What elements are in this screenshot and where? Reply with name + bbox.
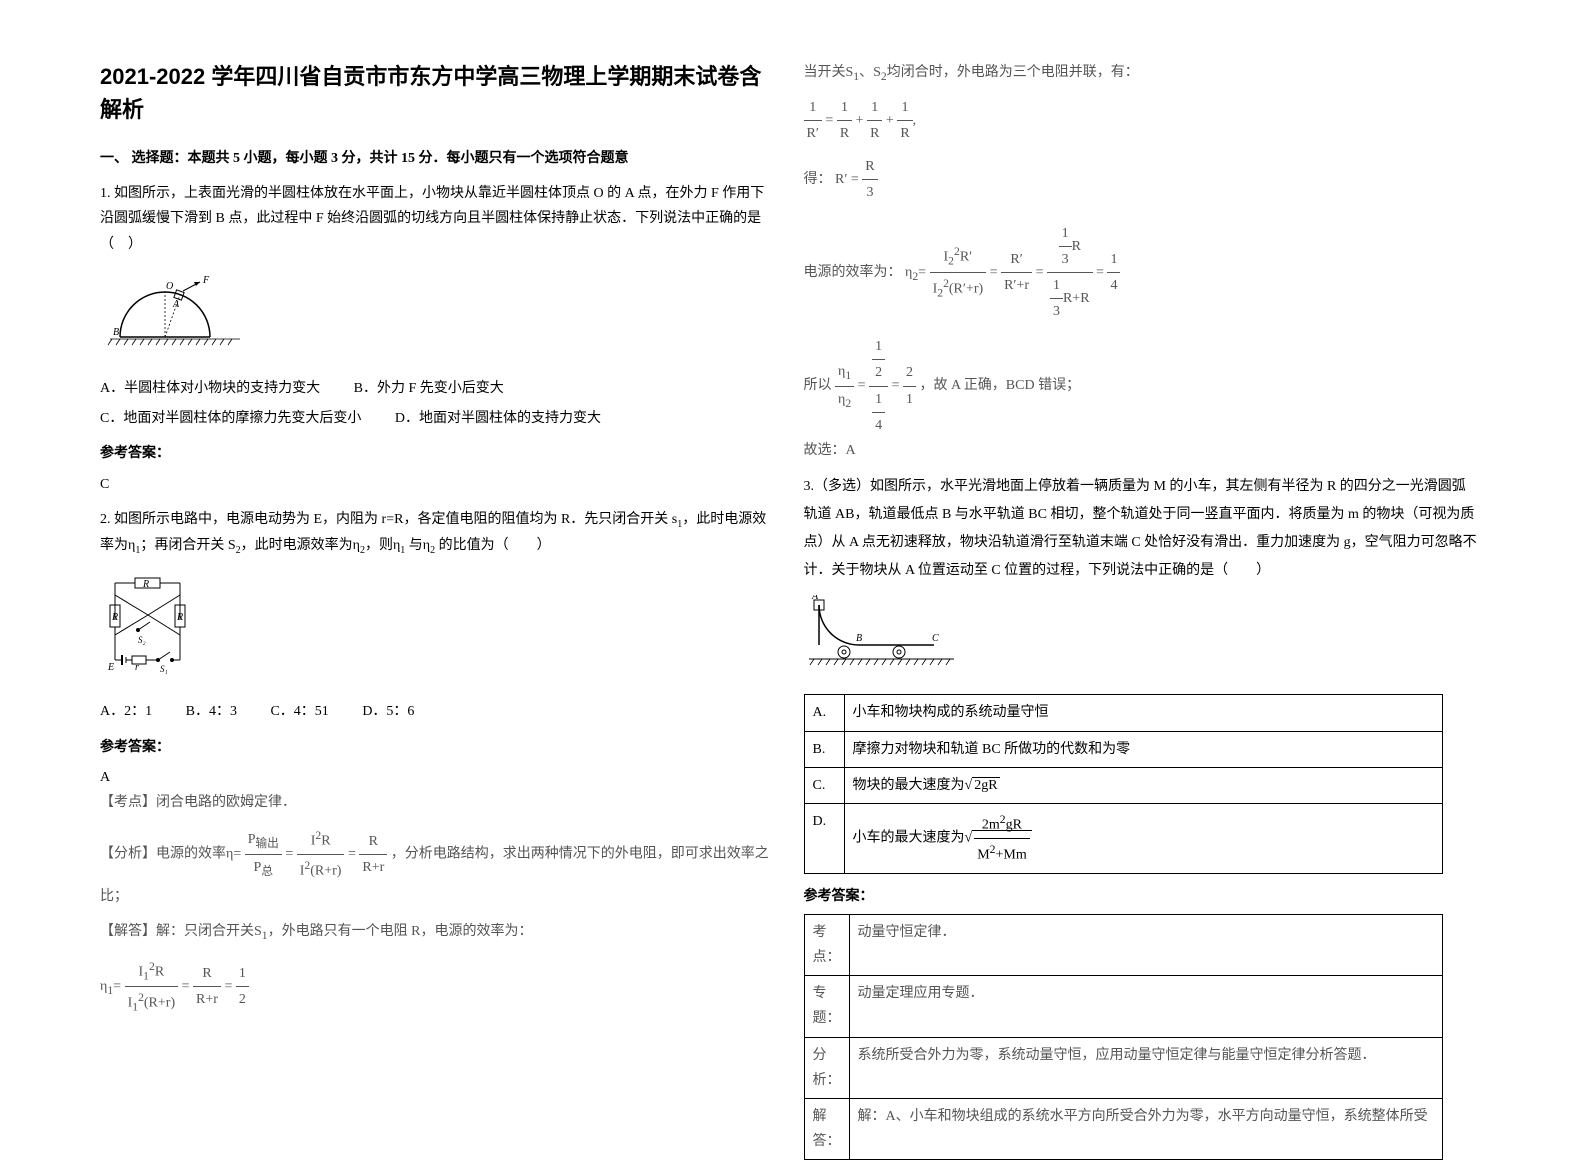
svg-text:R: R [142,579,149,590]
q3-optA: 小车和物块构成的系统动量守恒 [844,695,1443,731]
svg-text:r: r [135,662,139,673]
q1-answer: C [100,472,774,497]
q3-optD: 小车的最大速度为√2m2gRM2+Mm [844,803,1443,873]
q1-answer-label: 参考答案： [100,441,774,466]
q2-analysis: 【分析】电源的效率η= P输出P总 = I2RI2(R+r) = RR+r ，分… [100,825,774,909]
q3-diagram: A B C [804,595,1478,684]
left-column: 2021-2022 学年四川省自贡市市东方中学高三物理上学期期末试卷含解析 一、… [100,60,804,1082]
q1-text: 1. 如图所示，上表面光滑的半圆柱体放在水平面上，小物块从靠近半圆柱体顶点 O … [100,181,774,257]
q2-formula-eta1: η1= I12RI12(R+r) = RR+r = 12 [100,956,774,1018]
q2-optC: C．4：51 [270,699,328,724]
svg-text:A: A [811,595,819,602]
table-row: D. 小车的最大速度为√2m2gRM2+Mm [804,803,1443,873]
q3-optB: 摩擦力对物块和轨道 BC 所做功的代数和为零 [844,731,1443,767]
col2-line1: 当开关S1、S2均闭合时，外电路为三个电阻并联，有： [804,60,1478,87]
row-label: 解答： [804,1098,849,1159]
svg-text:S₁: S₁ [160,664,168,674]
q1-optB: B．外力 F 先变小后变大 [354,376,504,401]
q3-answer-label: 参考答案： [804,884,1478,909]
q1-optC: C．地面对半圆柱体的摩擦力先变大后变小 [100,406,361,431]
table-row: B. 摩擦力对物块和轨道 BC 所做功的代数和为零 [804,731,1443,767]
q1-diagram: F O A B [100,267,774,366]
q2-diagram: R R R S₂ E [100,570,774,689]
q1-optD: D．地面对半圆柱体的支持力变大 [395,406,601,431]
section-header: 一、 选择题：本题共 5 小题，每小题 3 分，共计 15 分．每小题只有一个选… [100,146,774,171]
svg-text:O: O [166,281,173,292]
row-label: 分析： [804,1037,849,1098]
exam-title: 2021-2022 学年四川省自贡市市东方中学高三物理上学期期末试卷含解析 [100,60,774,126]
row-content: 动量守恒定律． [849,914,1443,975]
table-row: C. 物块的最大速度为√2gR [804,767,1443,803]
row-label: 专题： [804,976,849,1037]
svg-text:B: B [113,327,119,338]
q2-solve: 【解答】解：只闭合开关S1，外电路只有一个电阻 R，电源的效率为： [100,919,774,946]
svg-text:R: R [111,612,118,623]
q3-optC-label: C. [804,767,844,803]
question-2: 2. 如图所示电路中，电源电动势为 E，内阻为 r=R，各定值电阻的阻值均为 R… [100,507,774,1018]
table-row: 解答： 解：A、小车和物块组成的系统水平方向所受合外力为零，水平方向动量守恒，系… [804,1098,1443,1159]
q1-options: A．半圆柱体对小物块的支持力变大 B．外力 F 先变小后变大 [100,376,774,401]
svg-text:C: C [932,633,939,644]
question-3: 3.（多选）如图所示，水平光滑地面上停放着一辆质量为 M 的小车，其左侧有半径为… [804,473,1478,1160]
table-row: 考点： 动量守恒定律． [804,914,1443,975]
q3-optD-label: D. [804,803,844,873]
svg-text:A: A [172,299,180,310]
svg-text:S₂: S₂ [138,635,146,645]
q2-text: 2. 如图所示电路中，电源电动势为 E，内阻为 r=R，各定值电阻的阻值均为 R… [100,507,774,561]
q3-text: 3.（多选）如图所示，水平光滑地面上停放着一辆质量为 M 的小车，其左侧有半径为… [804,473,1478,585]
row-content: 系统所受合外力为零，系统动量守恒，应用动量守恒定律与能量守恒定律分析答题． [849,1037,1443,1098]
question-1: 1. 如图所示，上表面光滑的半圆柱体放在水平面上，小物块从靠近半圆柱体顶点 O … [100,181,774,497]
q3-options-table: A. 小车和物块构成的系统动量守恒 B. 摩擦力对物块和轨道 BC 所做功的代数… [804,694,1444,873]
q2-optD: D．5：6 [362,699,414,724]
q2-optA: A．2：1 [100,699,152,724]
q2-point: 【考点】闭合电路的欧姆定律． [100,790,774,815]
table-row: A. 小车和物块构成的系统动量守恒 [804,695,1443,731]
svg-text:R: R [176,612,183,623]
q2-answer: A [100,765,774,790]
q2-options: A．2：1 B．4：3 C．4：51 D．5：6 [100,699,774,724]
q2-optB: B．4：3 [186,699,237,724]
q1-options-2: C．地面对半圆柱体的摩擦力先变大后变小 D．地面对半圆柱体的支持力变大 [100,406,774,431]
table-row: 分析： 系统所受合外力为零，系统动量守恒，应用动量守恒定律与能量守恒定律分析答题… [804,1037,1443,1098]
right-column: 当开关S1、S2均闭合时，外电路为三个电阻并联，有： 1R′ = 1R + 1R… [804,60,1508,1082]
row-content: 动量定理应用专题． [849,976,1443,1037]
q3-optC: 物块的最大速度为√2gR [844,767,1443,803]
row-label: 考点： [804,914,849,975]
svg-text:B: B [856,633,862,644]
col2-so: 所以 η1η2 = 1214 = 21 ，故 A 正确，BCD 错误； [804,334,1478,438]
col2-formula1: 1R′ = 1R + 1R + 1R, [804,95,1478,146]
col2-eff: 电源的效率为： η2= I22R′I22(R′+r) = R′R′+r = 13… [804,221,1478,325]
q1-optA: A．半圆柱体对小物块的支持力变大 [100,376,320,401]
svg-text:E: E [107,662,114,673]
row-content: 解：A、小车和物块组成的系统水平方向所受合外力为零，水平方向动量守恒，系统整体所… [849,1098,1443,1159]
q3-optA-label: A. [804,695,844,731]
q2-answer-label: 参考答案： [100,735,774,760]
q3-optB-label: B. [804,731,844,767]
q3-analysis-table: 考点： 动量守恒定律． 专题： 动量定理应用专题． 分析： 系统所受合外力为零，… [804,914,1444,1160]
svg-text:F: F [202,275,210,286]
col2-get: 得： R′ = R3 [804,154,1478,205]
col2-select: 故选：A [804,438,1478,463]
table-row: 专题： 动量定理应用专题． [804,976,1443,1037]
